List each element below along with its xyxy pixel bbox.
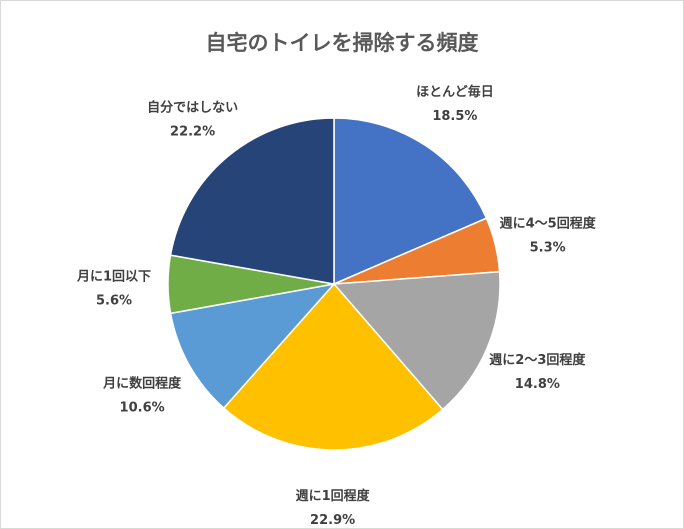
pie-slice-7 xyxy=(169,117,335,285)
data-label-category-2: 週に4～5回程度 xyxy=(500,216,597,232)
data-label-category-6: 月に1回以下 xyxy=(76,269,151,284)
data-label-value-5: 10.6% xyxy=(120,401,165,416)
pie-slice-1 xyxy=(333,117,488,286)
data-label-category-3: 週に2～3回程度 xyxy=(489,352,586,368)
data-label-value-7: 22.2% xyxy=(170,124,215,139)
data-label-value-6: 5.6% xyxy=(96,293,132,308)
pie-slice-5 xyxy=(169,282,336,410)
chart-title: 自宅のトイレを掃除する頻度 xyxy=(205,31,479,55)
data-label-category-4: 週に1回程度 xyxy=(296,488,371,504)
data-label-value-2: 5.3% xyxy=(530,241,566,256)
data-label-value-1: 18.5% xyxy=(432,109,477,124)
data-label-category-7: 自分ではしない xyxy=(147,99,238,115)
data-label-category-5: 月に数回程度 xyxy=(102,376,182,392)
data-label-value-4: 22.9% xyxy=(310,513,355,528)
data-label-value-3: 14.8% xyxy=(515,377,560,392)
data-label-category-1: ほとんど毎日 xyxy=(416,84,494,100)
pie-slice-4 xyxy=(222,282,444,451)
pie-slice-3 xyxy=(332,270,501,411)
